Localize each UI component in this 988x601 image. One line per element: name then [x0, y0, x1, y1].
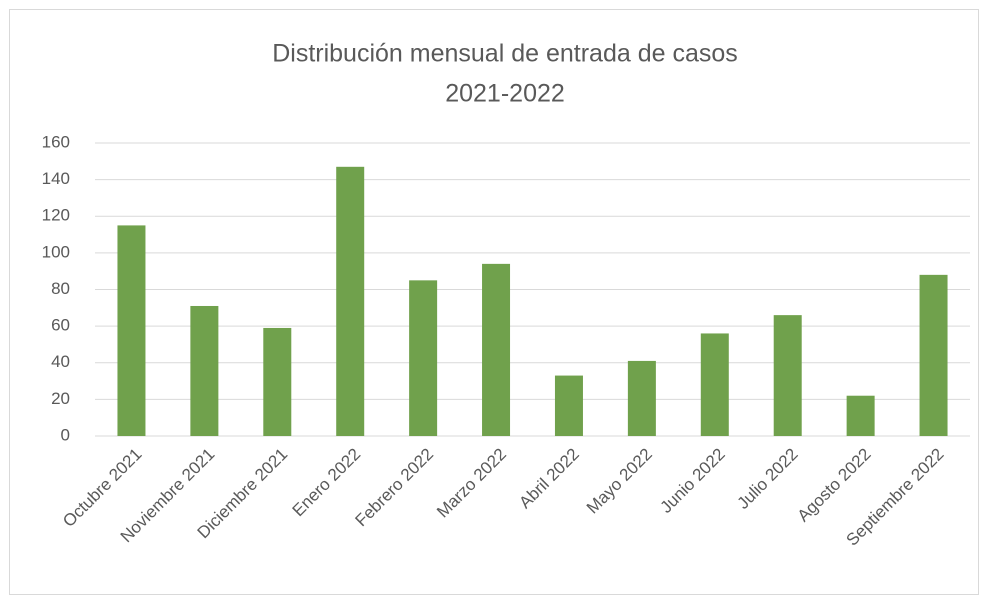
y-tick-label: 100 — [42, 242, 70, 261]
y-tick-label: 0 — [61, 425, 70, 444]
bar — [700, 333, 729, 436]
chart-title: Distribución mensual de entrada de casos — [272, 40, 738, 68]
y-tick-label: 120 — [42, 206, 70, 225]
bar — [482, 263, 511, 436]
bar — [554, 375, 583, 436]
bar — [773, 315, 802, 436]
y-tick-label: 160 — [42, 132, 70, 151]
bar — [409, 280, 438, 436]
y-tick-label: 40 — [51, 352, 70, 371]
bar — [846, 395, 875, 436]
chart-title: 2021-2022 — [445, 80, 565, 108]
y-tick-label: 140 — [42, 169, 70, 188]
bar — [263, 327, 292, 436]
bar — [919, 274, 948, 436]
bar — [117, 225, 146, 436]
y-tick-label: 60 — [51, 316, 70, 335]
bar — [336, 166, 365, 436]
y-tick-label: 80 — [51, 279, 70, 298]
bar — [190, 305, 219, 436]
bar — [627, 360, 656, 436]
y-tick-label: 20 — [51, 389, 70, 408]
